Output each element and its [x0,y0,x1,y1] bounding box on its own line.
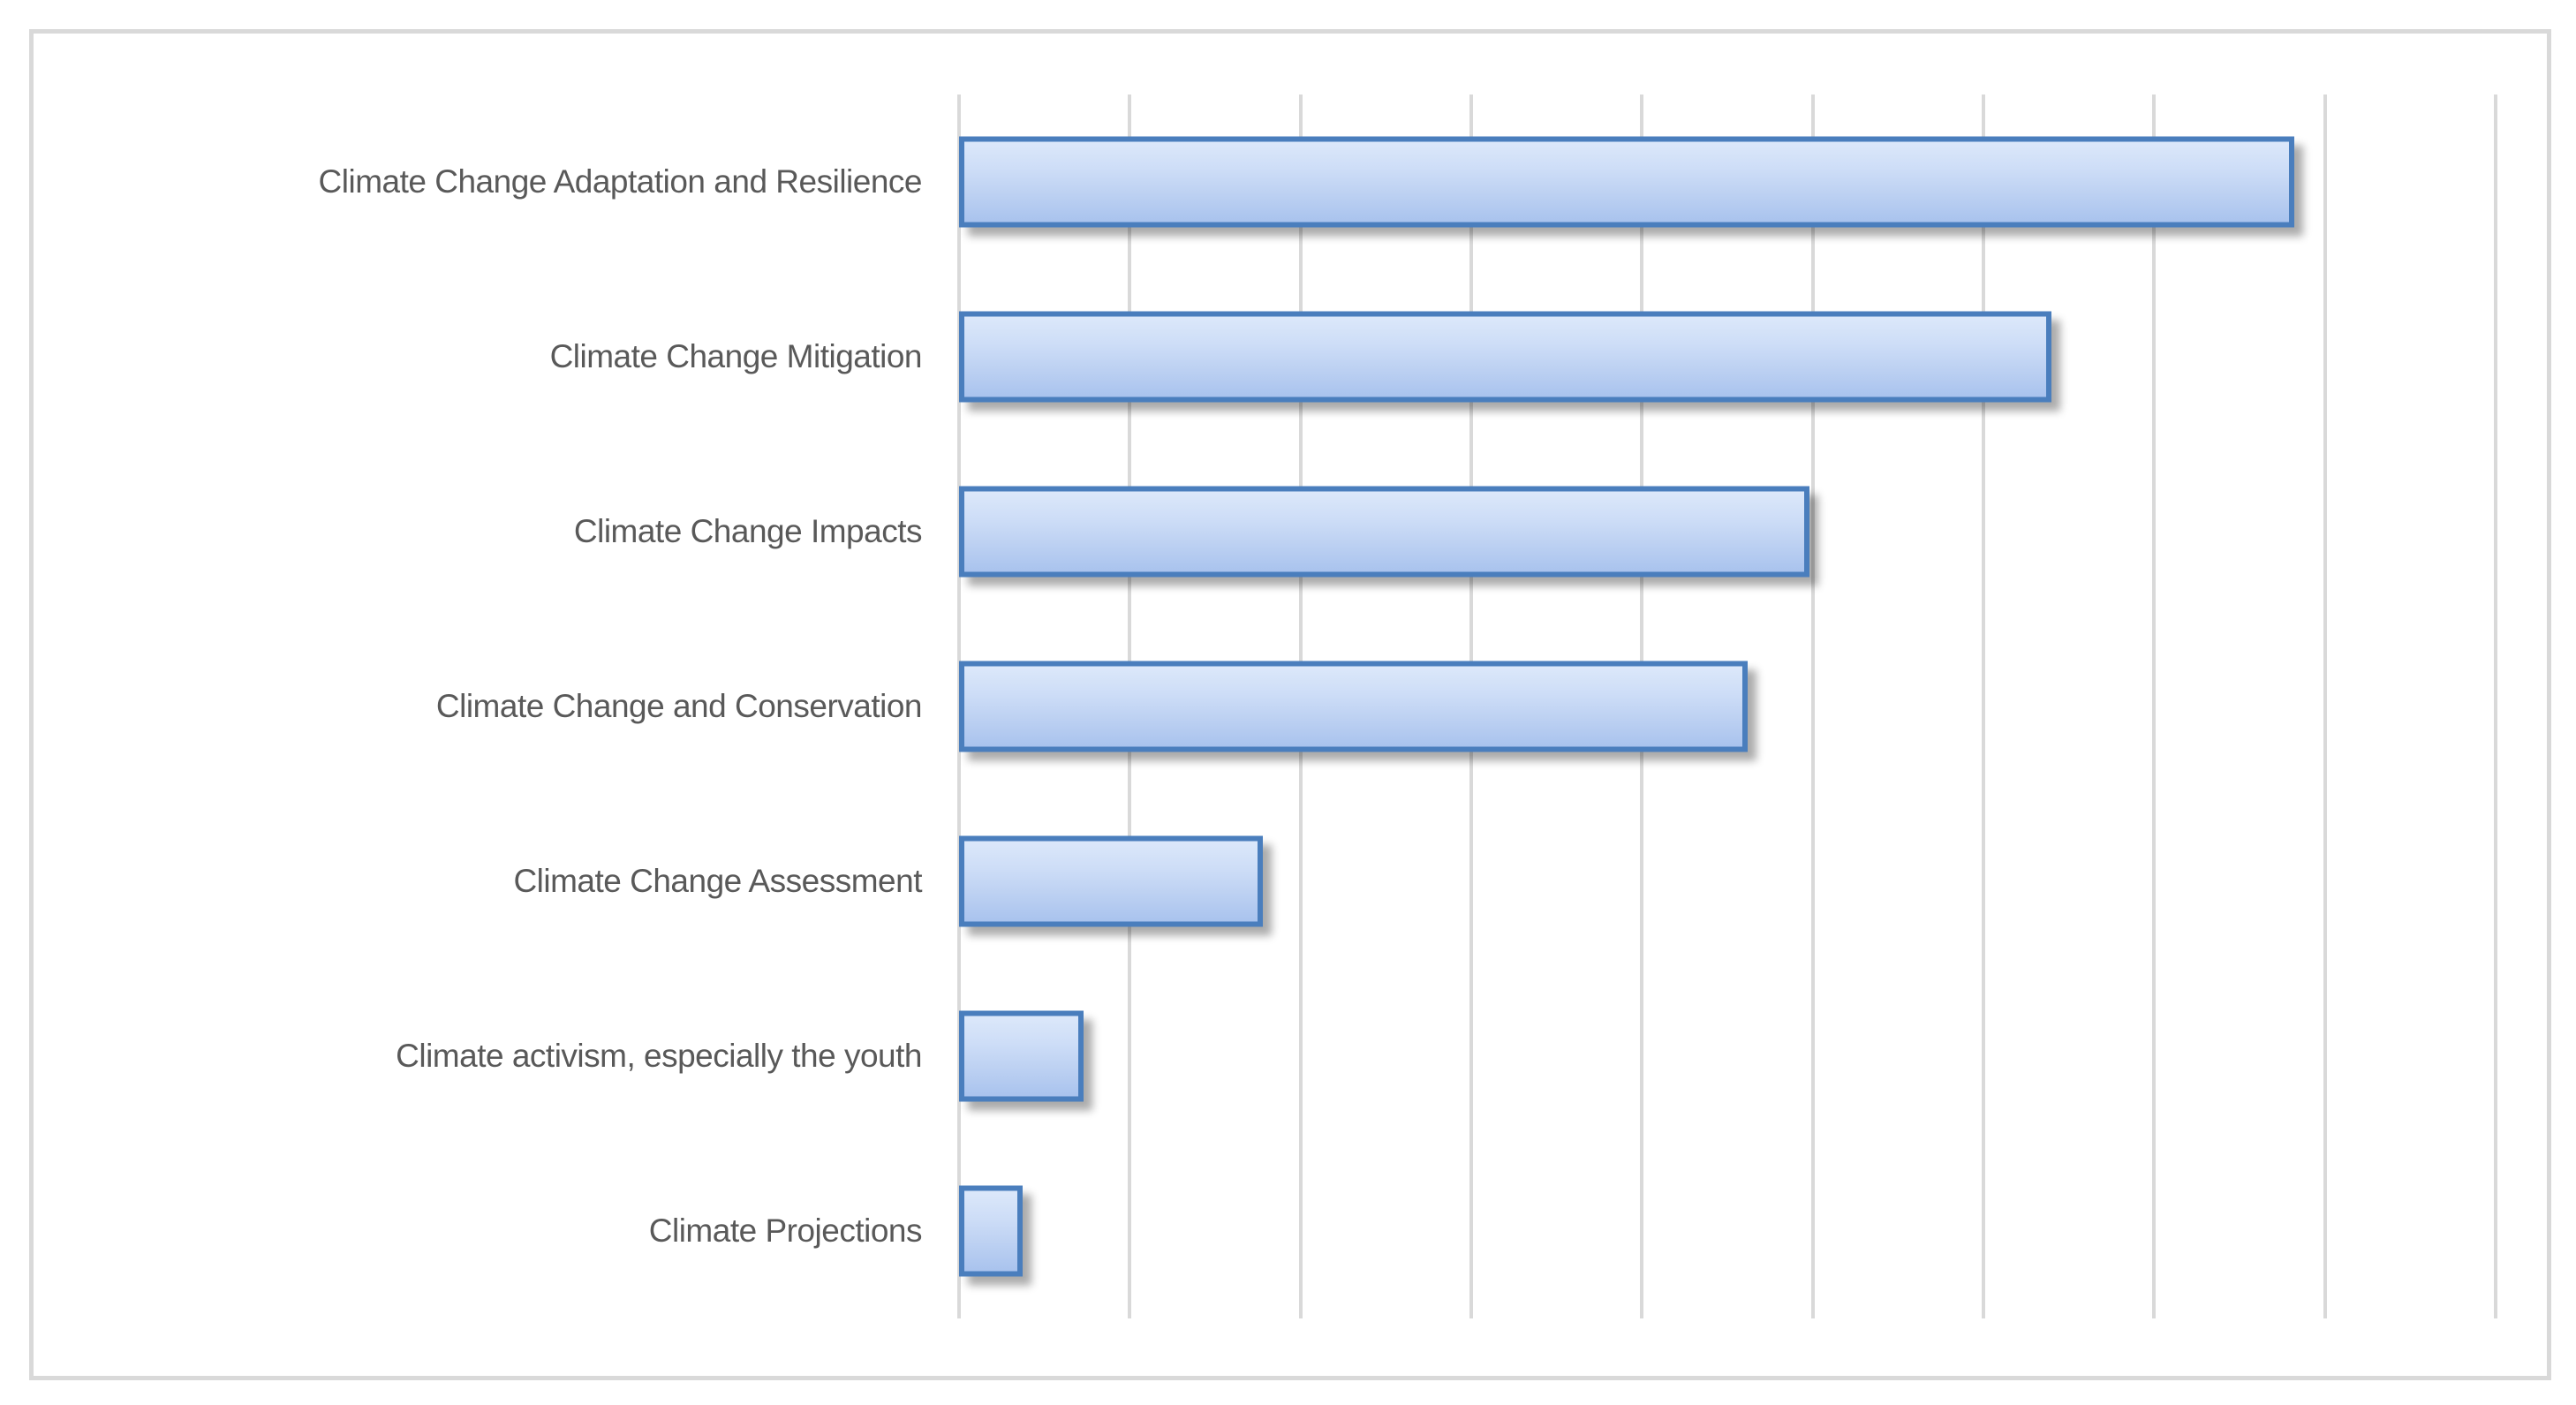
bar-track [959,269,2547,444]
vertical-gridline [2494,94,2497,1318]
bar-track [959,794,2547,969]
bar-row: Climate activism, especially the youth [34,969,2547,1144]
bar-track [959,969,2547,1144]
bar-row: Climate Projections [34,1144,2547,1318]
bar [959,835,1264,927]
bar [959,486,1809,578]
category-label: Climate activism, especially the youth [396,1038,922,1074]
bar-track [959,1144,2547,1318]
bar-rows-container: Climate Change Adaptation and Resilience… [34,94,2547,1318]
bar [959,661,1749,752]
bar-row: Climate Change Mitigation [34,269,2547,444]
vertical-gridline [2323,94,2327,1318]
vertical-gridline [1810,94,1815,1318]
category-label: Climate Change Mitigation [549,338,923,374]
bar-track [959,94,2547,269]
bar-row: Climate Change and Conservation [34,619,2547,794]
bar [959,1185,1023,1277]
bar-row: Climate Change Assessment [34,794,2547,969]
bar [959,311,2052,403]
category-label: Climate Change Assessment [513,863,922,899]
bar [959,1010,1084,1102]
vertical-gridline [2152,94,2157,1318]
bar-row: Climate Change Adaptation and Resilience [34,94,2547,269]
vertical-gridline [1982,94,1985,1318]
bar [959,136,2294,228]
bar-row: Climate Change Impacts [34,444,2547,619]
chart-frame: Climate Change Adaptation and Resilience… [29,29,2551,1380]
bar-track [959,444,2547,619]
category-label: Climate Change Impacts [573,513,923,549]
category-label: Climate Change Adaptation and Resilience [318,163,923,200]
category-label: Climate Change and Conservation [435,688,923,724]
bar-track [959,619,2547,794]
category-label: Climate Projections [648,1212,923,1249]
